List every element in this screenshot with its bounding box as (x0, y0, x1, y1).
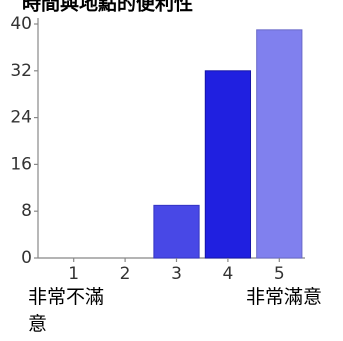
y-tick-label: 32 (10, 61, 32, 81)
bar-5 (256, 29, 303, 259)
scale-low-label: 非常不滿 (28, 286, 104, 308)
x-tick-labels: 1 2 3 4 5 (68, 258, 285, 284)
bar-4 (204, 70, 252, 259)
y-tick-label: 16 (10, 154, 32, 174)
scale-labels: 非常不滿 意 非常滿意 (28, 286, 322, 335)
chart-title: 時間與地點的便利性 (22, 0, 193, 15)
bars (153, 29, 303, 259)
y-tick-labels: 0 8 16 24 32 40 (10, 14, 38, 268)
y-tick-label: 24 (10, 108, 32, 128)
bar-3 (153, 204, 200, 259)
x-tick-label: 4 (222, 264, 233, 284)
scale-high-label: 非常滿意 (246, 286, 322, 308)
scale-low-label-wrap: 意 (28, 313, 47, 335)
x-tick-label: 2 (120, 264, 131, 284)
y-tick-label: 40 (10, 14, 32, 34)
x-tick-label: 3 (171, 264, 182, 284)
x-tick-label: 1 (68, 264, 79, 284)
y-tick-label: 8 (21, 201, 32, 221)
y-tick-label: 0 (21, 248, 32, 268)
x-tick-label: 5 (274, 264, 285, 284)
